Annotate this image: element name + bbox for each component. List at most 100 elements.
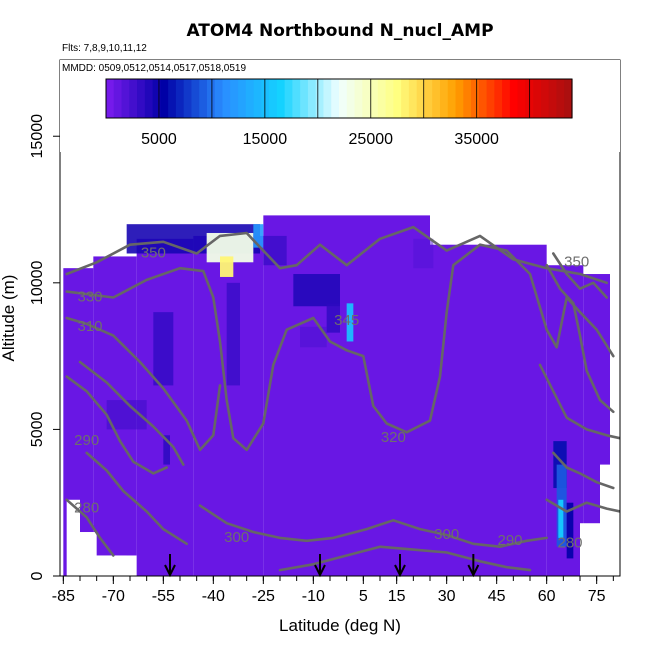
colorbar-swatch bbox=[300, 79, 309, 118]
contour-label-8: 300 bbox=[224, 529, 249, 546]
colorbar-swatch bbox=[238, 79, 247, 118]
flights-note: Flts: 7,8,9,10,11,12 bbox=[62, 43, 147, 54]
flight-arrow-2 bbox=[394, 554, 406, 578]
colorbar-tick-label: 25000 bbox=[349, 131, 394, 148]
contour-label-9: 300 bbox=[434, 526, 459, 543]
contour-line-8 bbox=[65, 498, 115, 557]
colorbar-swatch bbox=[269, 79, 278, 118]
colorbar-swatch bbox=[416, 79, 426, 118]
colorbar-swatch bbox=[517, 79, 526, 118]
x-tick-label: -25 bbox=[252, 588, 275, 605]
x-tick-label: -55 bbox=[152, 588, 175, 605]
colorbar-swatch bbox=[323, 79, 332, 118]
x-tick-label: 45 bbox=[488, 588, 506, 605]
domain-cutout-4 bbox=[600, 464, 610, 576]
contour-line-15 bbox=[551, 252, 609, 299]
field-cell-15 bbox=[566, 502, 574, 559]
field-cell-7 bbox=[346, 303, 354, 342]
colorbar-swatch bbox=[106, 79, 115, 118]
colorbar-swatch bbox=[478, 79, 488, 118]
contour-line-1 bbox=[261, 225, 609, 285]
y-tick-label: 10000 bbox=[29, 260, 46, 305]
colorbar-swatch bbox=[486, 79, 495, 118]
x-axis-label: Latitude (deg N) bbox=[279, 616, 401, 635]
y-tick-label: 15000 bbox=[29, 114, 46, 159]
contour-label-11: 280 bbox=[557, 535, 582, 552]
y-tick-label: 5000 bbox=[29, 412, 46, 448]
x-tick-label: -40 bbox=[202, 588, 225, 605]
colorbar-swatch bbox=[206, 79, 216, 118]
x-tick-label: -10 bbox=[302, 588, 325, 605]
colorbar-swatch bbox=[168, 79, 177, 118]
colorbar-swatch bbox=[502, 79, 511, 118]
field-cell-9 bbox=[226, 282, 240, 386]
x-tick-label: -85 bbox=[52, 588, 75, 605]
contour-label-7: 280 bbox=[74, 500, 99, 517]
contour-label-0: 350 bbox=[141, 244, 166, 261]
contour-label-4: 350 bbox=[564, 253, 589, 270]
field-cell-17 bbox=[413, 238, 434, 269]
field-cell-11 bbox=[163, 435, 170, 465]
x-tick-label: 15 bbox=[388, 588, 406, 605]
colorbar-swatch bbox=[370, 79, 379, 118]
x-tick-label: 75 bbox=[588, 588, 606, 605]
contour-label-3: 345 bbox=[334, 312, 359, 329]
colorbar-swatch bbox=[432, 79, 441, 118]
domain-cutout-2 bbox=[96, 555, 127, 576]
contour-label-6: 320 bbox=[381, 429, 406, 446]
x-tick-label: 5 bbox=[359, 588, 368, 605]
flight-arrow-1 bbox=[314, 554, 326, 578]
colorbar-swatch bbox=[160, 79, 169, 118]
contour-line-11 bbox=[545, 498, 620, 513]
contour-line-0 bbox=[65, 231, 265, 276]
chart-title: ATOM4 Northbound N_nucl_AMP bbox=[186, 21, 493, 41]
colorbar-swatch bbox=[509, 79, 519, 118]
contour-label-10: 290 bbox=[497, 532, 522, 549]
contour-label-5: 290 bbox=[74, 432, 99, 449]
colorbar-swatch bbox=[424, 79, 433, 118]
colorbar-swatch bbox=[113, 79, 123, 118]
colorbar-swatch bbox=[447, 79, 457, 118]
colorbar-swatch bbox=[494, 79, 503, 118]
colorbar-swatch bbox=[455, 79, 464, 118]
colorbar-swatch bbox=[564, 79, 573, 118]
contour-line-12 bbox=[551, 451, 615, 490]
colorbar-swatch bbox=[377, 79, 387, 118]
colorbar-swatch bbox=[137, 79, 146, 118]
colorbar-swatch bbox=[393, 79, 402, 118]
colorbar-swatch bbox=[385, 79, 394, 118]
field-cell-2 bbox=[220, 256, 234, 277]
colorbar-swatch bbox=[245, 79, 255, 118]
colorbar-swatch bbox=[144, 79, 154, 118]
colorbar-swatch bbox=[152, 79, 161, 118]
field-cell-4 bbox=[263, 235, 287, 266]
colorbar-swatch bbox=[253, 79, 262, 118]
contour-line-5 bbox=[78, 360, 185, 466]
colorbar-swatch bbox=[175, 79, 185, 118]
colorbar-swatch bbox=[292, 79, 301, 118]
contour-label-1: 330 bbox=[77, 288, 102, 305]
colorbar-swatch bbox=[276, 79, 286, 118]
colorbar-swatch bbox=[471, 79, 480, 118]
field-cell-8 bbox=[153, 312, 174, 386]
colorbar-swatch bbox=[315, 79, 325, 118]
colorbar-tick-label: 35000 bbox=[454, 131, 499, 148]
colorbar-swatch bbox=[331, 79, 340, 118]
colorbar-swatch bbox=[339, 79, 348, 118]
y-axis-label: Altitude (m) bbox=[0, 275, 18, 362]
dates-note: MMDD: 0509,0512,0514,0517,0518,0519 bbox=[62, 63, 246, 74]
colorbar-swatch bbox=[214, 79, 224, 118]
colorbar-swatch bbox=[199, 79, 208, 118]
flight-arrow-3 bbox=[467, 554, 480, 578]
colorbar-swatch bbox=[556, 79, 565, 118]
field-cell-16 bbox=[300, 326, 327, 348]
colorbar-swatch bbox=[401, 79, 410, 118]
flight-arrow-0 bbox=[164, 554, 176, 578]
colorbar-swatch bbox=[346, 79, 356, 118]
contour-line-6 bbox=[65, 375, 168, 475]
contour-line-7 bbox=[85, 451, 188, 546]
colorbar-swatch bbox=[540, 79, 550, 118]
field-cell-3 bbox=[253, 224, 264, 248]
colorbar-swatch bbox=[121, 79, 130, 118]
